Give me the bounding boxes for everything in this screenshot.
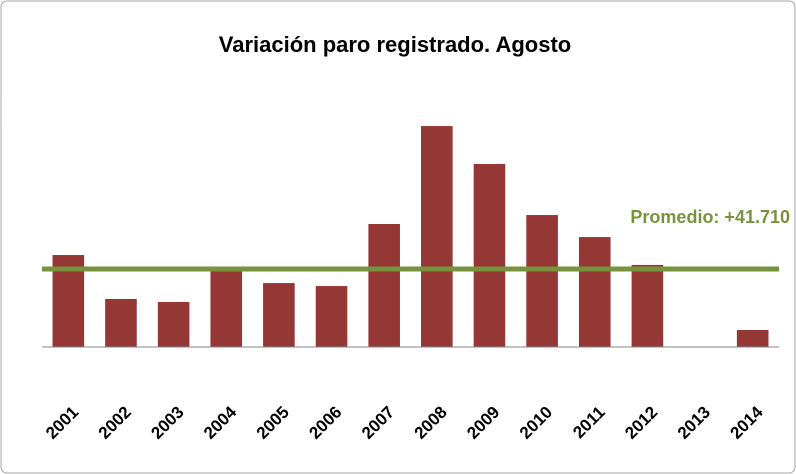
average-label: Promedio: +41.710 — [630, 207, 790, 227]
bar — [315, 286, 348, 347]
bar — [473, 164, 506, 347]
bar — [157, 301, 190, 347]
bar — [631, 264, 664, 347]
bar — [368, 224, 400, 347]
bar — [526, 215, 558, 347]
bar — [210, 269, 243, 347]
bar — [578, 237, 611, 347]
bar — [105, 298, 137, 347]
bar — [263, 283, 295, 347]
chart-title: Variación paro registrado. Agosto — [219, 32, 571, 57]
bar — [736, 329, 769, 347]
bar — [421, 126, 453, 348]
